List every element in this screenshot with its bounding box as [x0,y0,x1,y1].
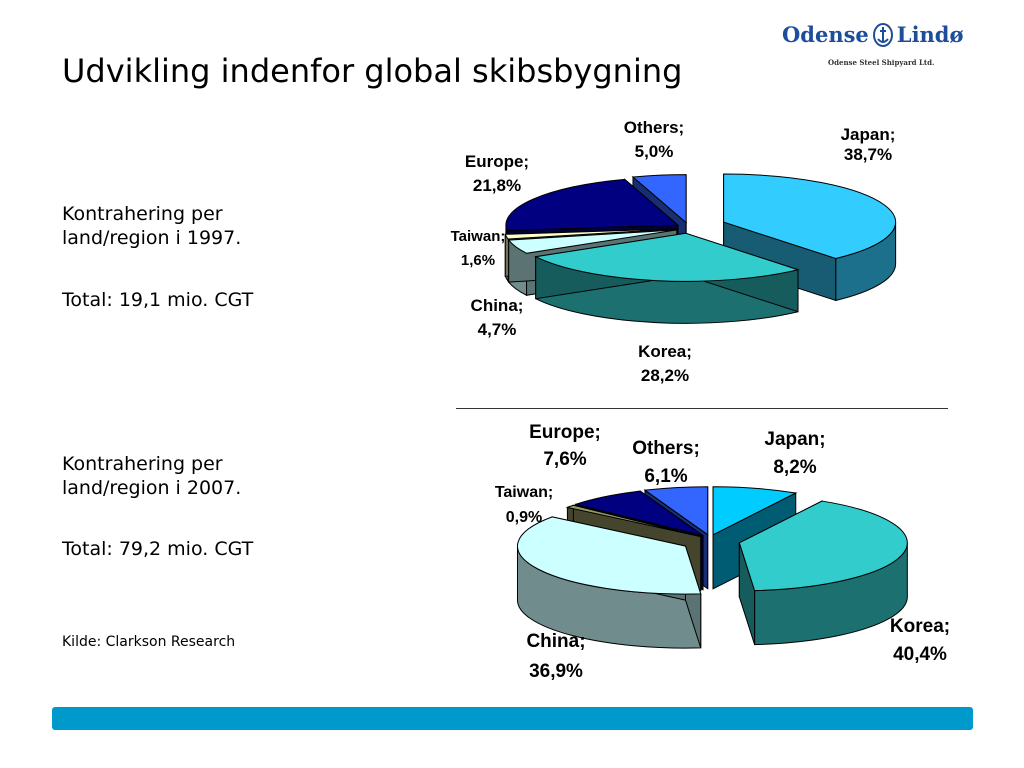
slice-korea [534,232,800,282]
slice-cut-korea-1 [535,232,687,300]
company-logo: Odense Lindø Odense Steel Shipyard Ltd. [782,16,982,74]
slice-cut-others-0 [644,489,709,590]
block1-total: Total: 19,1 mio. CGT [62,289,254,311]
label-japan-name: Japan; [841,125,896,144]
slice-taiwan [565,504,701,538]
label-taiwan-value: 0,9% [506,509,542,526]
slice-cut-taiwan-0 [507,228,677,282]
slice-cut-europe-0 [575,503,704,591]
slice-side-japan [835,222,897,302]
slice-europe [573,490,704,537]
slice-cut-japan-1 [712,492,797,590]
label-china-value: 4,7% [478,320,517,339]
anchor-emblem-icon [872,22,894,48]
slice-china [507,229,677,254]
slice-cut-china-1 [551,516,686,601]
slice-side-korea [754,542,908,646]
label-japan-value: 8,2% [773,457,816,478]
label-taiwan-name: Taiwan; [451,228,506,245]
slice-japan [712,486,798,536]
slice-side-europe [505,225,508,273]
label-china-value: 36,9% [529,661,583,682]
label-korea-value: 40,4% [893,644,947,665]
label-europe-value: 7,6% [543,449,586,470]
label-taiwan-value: 1,6% [461,252,495,269]
label-japan-value: 38,7% [844,145,892,164]
pie-chart-2007: Japan; 8,2% Korea; 40,4% China; 36,9% Taiwan; 0… [495,422,950,682]
slice-cut-korea-0 [685,232,799,313]
slice-japan [723,173,897,259]
label-europe-name: Europe; [529,422,601,443]
label-others-name: Others; [624,118,684,137]
slice-china [517,516,702,595]
label-taiwan-name: Taiwan; [495,484,553,501]
label-others-value: 5,0% [635,142,674,161]
label-korea-name: Korea; [638,342,692,361]
slice-korea [738,500,908,592]
logo-text-left: Odense [782,22,869,47]
logo-subtitle: Odense Steel Shipyard Ltd. [828,58,935,67]
slice-cut-taiwan-1 [572,504,702,592]
block1-line1: Kontrahering per [62,203,223,225]
slice-cut-europe-1 [624,178,679,269]
slice-cut-europe-0 [506,224,679,274]
logo-text-right: Lindø [896,22,964,47]
label-europe-value: 21,8% [473,176,521,195]
slice-side-korea [535,255,799,324]
slice-cut-korea-1 [738,542,756,645]
pie-chart-1997: Japan;38,7% Korea; 28,2% China; 4,7% Taiwan; 1… [451,118,897,385]
block2-total: Total: 79,2 mio. CGT [62,538,254,560]
label-china-name: China; [471,296,524,315]
slice-cut-taiwan-1 [504,228,677,277]
slice-side-china [516,546,702,649]
label-japan-name: Japan; [764,429,825,450]
slice-cut-japan-1 [723,221,837,302]
slice-side-china [508,238,528,297]
label-others-value: 6,1% [644,466,687,487]
block1-line2: land/region i 1997. [62,227,242,249]
label-korea-name: Korea; [890,616,950,637]
label-others-name: Others; [632,438,700,459]
slice-europe [505,178,680,232]
slice-others [643,486,709,536]
slice-cut-taiwan-0 [566,506,702,592]
chart-divider [456,408,948,409]
slice-cut-others-0 [632,175,687,266]
label-korea-value: 28,2% [641,366,689,385]
slice-side-taiwan [504,234,509,283]
footer-bar [52,707,973,730]
block2-line1: Kontrahering per [62,453,223,475]
slice-cut-china-1 [508,229,678,283]
slide-title: Udvikling indenfor global skibsbygning [62,52,683,90]
slice-cut-korea-0 [738,500,823,598]
slice-others [631,174,687,224]
slice-cut-china-0 [526,229,678,296]
slice-cut-china-0 [684,545,702,649]
label-europe-name: Europe; [465,152,529,171]
slice-cut-europe-1 [639,490,704,591]
source-note: Kilde: Clarkson Research [62,634,236,650]
label-china-name: China; [526,631,585,652]
slice-taiwan [504,228,677,240]
logo-wordmark: Odense Lindø [782,22,964,48]
block2-line2: land/region i 2007. [62,477,242,499]
